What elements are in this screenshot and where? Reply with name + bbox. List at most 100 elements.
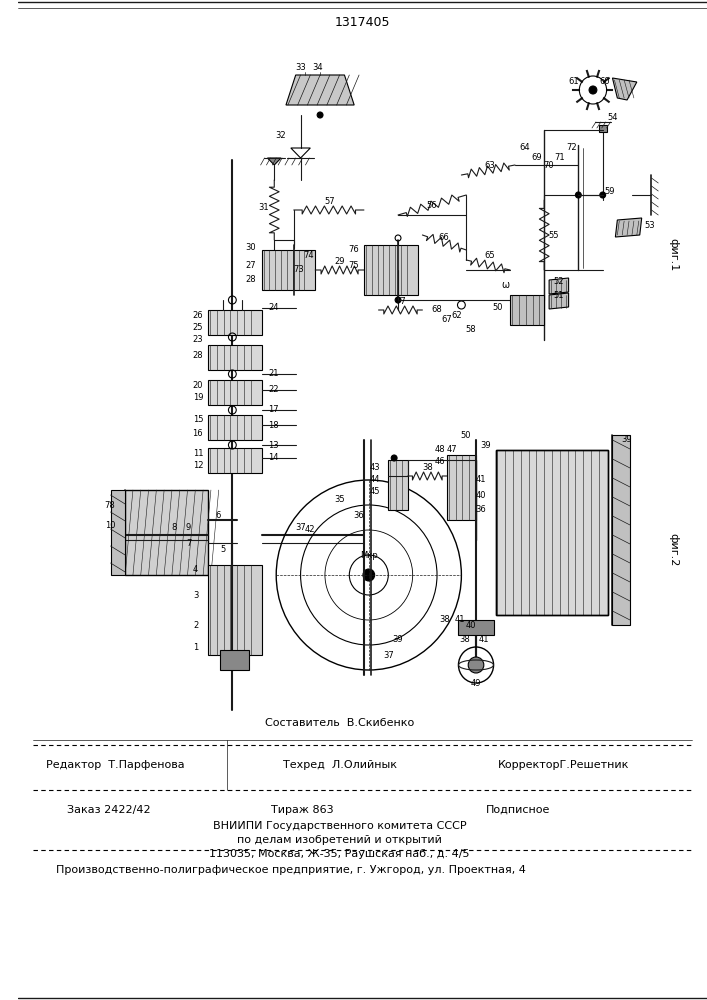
Text: 65: 65	[484, 250, 495, 259]
Text: 2: 2	[193, 620, 198, 630]
Bar	[208, 415, 262, 440]
Bar	[208, 448, 262, 473]
Text: 50: 50	[493, 304, 503, 312]
Text: 5: 5	[220, 546, 226, 554]
Circle shape	[363, 569, 375, 581]
Text: 39: 39	[621, 436, 632, 444]
Text: 14: 14	[268, 454, 279, 462]
Polygon shape	[599, 125, 607, 132]
Text: 76: 76	[349, 245, 359, 254]
Text: 19: 19	[192, 393, 203, 402]
Text: 29: 29	[334, 257, 345, 266]
Text: 45: 45	[370, 488, 380, 496]
Text: 60: 60	[600, 78, 610, 87]
Text: 34: 34	[312, 64, 322, 73]
Circle shape	[468, 657, 484, 673]
Bar	[125, 490, 208, 575]
Text: ВНИИПИ Государственного комитета СССР: ВНИИПИ Государственного комитета СССР	[213, 821, 467, 831]
Circle shape	[317, 112, 323, 118]
Text: 37: 37	[383, 650, 394, 660]
Polygon shape	[267, 158, 281, 165]
Text: 1317405: 1317405	[334, 15, 390, 28]
Text: 3: 3	[193, 590, 198, 599]
Bar	[262, 250, 315, 290]
Bar	[447, 455, 476, 520]
Text: 24: 24	[268, 304, 279, 312]
Text: 41: 41	[479, 636, 489, 645]
Text: Составитель  В.Скибенко: Составитель В.Скибенко	[265, 718, 414, 728]
Polygon shape	[615, 218, 642, 237]
Bar	[208, 345, 262, 370]
Text: 51: 51	[554, 290, 564, 300]
Bar	[208, 565, 262, 655]
Circle shape	[395, 297, 401, 303]
Text: фиг.1: фиг.1	[668, 238, 678, 272]
Polygon shape	[549, 278, 568, 294]
Text: 50: 50	[461, 430, 471, 440]
Bar	[458, 620, 493, 635]
Bar	[388, 460, 408, 510]
Text: 16: 16	[192, 428, 203, 438]
Circle shape	[575, 192, 581, 198]
Text: 78: 78	[105, 500, 115, 510]
Text: 8: 8	[171, 524, 177, 532]
Text: 67: 67	[441, 316, 452, 324]
Circle shape	[589, 86, 597, 94]
Text: по делам изобретений и открытий: по делам изобретений и открытий	[237, 835, 442, 845]
Text: 41: 41	[454, 615, 464, 624]
Text: 39: 39	[480, 440, 491, 450]
Text: Производственно-полиграфическое предприятие, г. Ужгород, ул. Проектная, 4: Производственно-полиграфическое предприя…	[56, 865, 526, 875]
Text: Заказ 2422/42: Заказ 2422/42	[66, 805, 151, 815]
Text: КорректорГ.Решетник: КорректорГ.Решетник	[498, 760, 629, 770]
Text: 46: 46	[434, 458, 445, 466]
Text: 52: 52	[554, 277, 564, 286]
Text: 31: 31	[258, 204, 269, 213]
Polygon shape	[612, 78, 637, 100]
Text: 36: 36	[354, 510, 364, 520]
Text: 26: 26	[192, 310, 203, 320]
Text: 27: 27	[245, 260, 256, 269]
Text: 56: 56	[427, 200, 438, 210]
Text: 73: 73	[293, 265, 305, 274]
Text: 9: 9	[186, 524, 191, 532]
Text: 41: 41	[476, 476, 486, 485]
Text: 35: 35	[334, 495, 345, 504]
Text: ω: ω	[501, 280, 509, 290]
Text: 68: 68	[432, 306, 443, 314]
Text: 38: 38	[440, 615, 450, 624]
Text: 43: 43	[370, 464, 380, 473]
Bar	[220, 650, 249, 670]
Bar	[208, 380, 262, 405]
Text: 18: 18	[268, 420, 279, 430]
Text: 21: 21	[268, 369, 279, 378]
Text: 47: 47	[446, 446, 457, 454]
Text: 11: 11	[192, 448, 203, 458]
Text: 1: 1	[193, 644, 198, 652]
Text: 33: 33	[296, 64, 306, 73]
Text: фиг.2: фиг.2	[668, 533, 678, 567]
Text: 70: 70	[543, 160, 554, 169]
Bar	[496, 450, 607, 615]
Text: Подписное: Подписное	[486, 805, 550, 815]
Text: Техред  Л.Олийнык: Техред Л.Олийнык	[283, 760, 397, 770]
Bar	[364, 245, 418, 295]
Text: 32: 32	[276, 130, 286, 139]
Text: 23: 23	[192, 336, 203, 344]
Text: 64: 64	[520, 143, 530, 152]
Text: 40: 40	[476, 490, 486, 499]
Text: 28: 28	[192, 351, 203, 360]
Text: Мкр: Мкр	[360, 550, 378, 560]
Text: 36: 36	[476, 506, 486, 514]
Text: 22: 22	[268, 385, 279, 394]
Text: 39: 39	[392, 636, 404, 645]
Text: 38: 38	[459, 636, 469, 645]
Text: 6: 6	[215, 510, 221, 520]
Text: 10: 10	[105, 520, 115, 530]
Text: 53: 53	[644, 221, 655, 230]
Text: 13: 13	[268, 440, 279, 450]
Text: Редактор  Т.Парфенова: Редактор Т.Парфенова	[46, 760, 185, 770]
Text: 12: 12	[192, 462, 203, 471]
Text: 49: 49	[471, 678, 481, 688]
Text: 30: 30	[245, 242, 256, 251]
Text: 62: 62	[451, 312, 462, 320]
